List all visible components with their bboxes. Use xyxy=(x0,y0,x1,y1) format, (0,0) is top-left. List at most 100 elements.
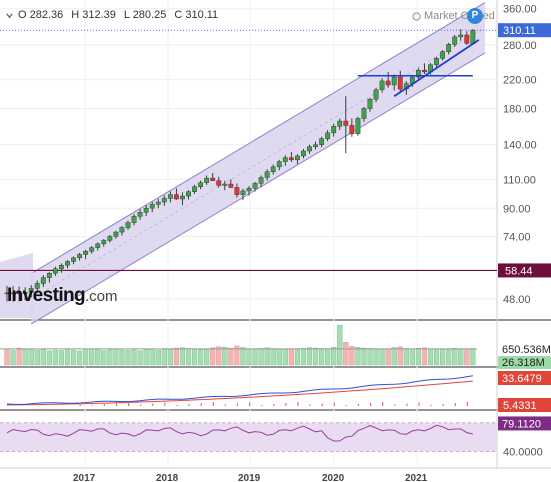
volume-bar-41 xyxy=(252,348,258,366)
tradingview-logo-icon[interactable]: P xyxy=(467,8,483,24)
candle-body-16 xyxy=(101,240,107,245)
macd-hist-16 xyxy=(103,404,105,406)
rsi-line xyxy=(6,424,473,442)
channel-mid-line xyxy=(31,27,486,300)
macd-hist-66 xyxy=(406,403,408,406)
volume-bar-16 xyxy=(101,350,107,366)
volume-bar-38 xyxy=(234,345,240,366)
macd-hist-14 xyxy=(91,405,93,406)
macd-hist-22 xyxy=(140,404,142,406)
candle-body-4 xyxy=(28,288,34,293)
candle-body-2 xyxy=(16,292,22,295)
channel-lower-line xyxy=(30,52,486,325)
candle-body-58 xyxy=(355,118,361,134)
rsi-band xyxy=(0,422,497,452)
year-label-3: 2020 xyxy=(322,473,345,482)
macd-hist-24 xyxy=(152,403,154,406)
macd-hist-72 xyxy=(442,404,444,406)
volume-bar-46 xyxy=(282,349,288,366)
volume-bar-23 xyxy=(143,349,149,366)
volume-bar-39 xyxy=(240,347,246,366)
volume-bar-77 xyxy=(470,348,476,366)
rsi-badge-label: 79.1120 xyxy=(502,418,541,430)
macd-hist-74 xyxy=(454,403,456,406)
candle-body-33 xyxy=(204,177,210,183)
candle-body-36 xyxy=(222,183,228,186)
candle-body-46 xyxy=(282,157,288,162)
macd-hist-76 xyxy=(466,402,468,406)
volume-bar-60 xyxy=(367,348,373,366)
price-badge xyxy=(498,23,551,38)
candle-body-47 xyxy=(288,157,294,161)
volume-bar-47 xyxy=(288,348,294,366)
previous-channel xyxy=(0,252,33,318)
macd-hist-20 xyxy=(128,402,130,406)
candle-body-40 xyxy=(246,187,252,192)
macd-hist-56 xyxy=(345,405,347,406)
candle-body-63 xyxy=(385,80,391,86)
candle-body-55 xyxy=(337,120,343,127)
volume-bar-63 xyxy=(385,348,391,366)
candle-body-22 xyxy=(137,212,143,217)
candle-body-30 xyxy=(186,191,191,197)
candle-body-37 xyxy=(228,183,234,188)
candle-body-39 xyxy=(240,190,246,195)
year-label-1: 2018 xyxy=(156,473,179,482)
year-label-2: 2019 xyxy=(238,473,261,482)
volume-bar-66 xyxy=(403,348,409,366)
macd-hist-60 xyxy=(370,403,372,406)
year-label-0: 2017 xyxy=(73,473,96,482)
macd-label: 33.6479 xyxy=(502,373,542,385)
volume-badge xyxy=(498,356,551,369)
volume-bar-76 xyxy=(464,349,470,366)
candle-body-10 xyxy=(65,261,70,266)
volume-bar-17 xyxy=(107,349,113,366)
candle-body-75 xyxy=(458,34,464,38)
brand-suffix: .com xyxy=(85,288,118,305)
volume-badge-bg xyxy=(498,342,551,356)
volume-bar-58 xyxy=(355,347,361,366)
candle-body-15 xyxy=(95,243,101,248)
volume-bar-54 xyxy=(331,346,337,366)
volume-bar-42 xyxy=(258,348,264,366)
high-value: H 312.39 xyxy=(71,9,116,21)
volume-bar-7 xyxy=(46,350,52,366)
volume-bar-53 xyxy=(325,348,331,366)
collapse-chevron-icon[interactable] xyxy=(5,11,14,20)
candle-body-62 xyxy=(379,80,385,90)
volume-bar-49 xyxy=(300,348,307,366)
price-badge-label: 310.11 xyxy=(503,25,536,37)
macd-hist-18 xyxy=(115,403,118,406)
volume-bar-73 xyxy=(446,348,452,366)
volume-bar-44 xyxy=(270,348,276,366)
candle-body-8 xyxy=(53,268,58,274)
candle-body-73 xyxy=(446,44,452,52)
candle-body-57 xyxy=(349,125,355,134)
candle-body-38 xyxy=(234,187,240,195)
macd-hist-26 xyxy=(164,402,166,406)
volume-bar-74 xyxy=(452,348,458,366)
candle-body-68 xyxy=(416,69,421,78)
volume-bar-51 xyxy=(312,347,319,366)
macd-hist-48 xyxy=(297,402,299,406)
volume-bar-55 xyxy=(337,324,343,366)
investing-watermark: Investing.com xyxy=(7,285,118,307)
candle-body-72 xyxy=(440,51,445,59)
volume-bar-11 xyxy=(70,349,77,366)
candle-body-49 xyxy=(301,150,306,157)
volume-bar-20 xyxy=(125,350,131,366)
candle-body-61 xyxy=(373,89,379,100)
macd-hist-70 xyxy=(430,405,432,406)
candle-body-48 xyxy=(295,155,300,161)
volume-bar-65 xyxy=(397,346,403,366)
candle-body-27 xyxy=(167,194,173,199)
price-tick-label-1: 280.00 xyxy=(503,40,537,52)
candle-body-44 xyxy=(270,166,276,172)
volume-bar-43 xyxy=(264,347,270,366)
candle-body-51 xyxy=(313,144,318,147)
volume-bar-36 xyxy=(222,346,228,366)
channel-upper-line xyxy=(30,2,486,275)
candle-body-1 xyxy=(10,292,16,295)
volume-bar-4 xyxy=(28,348,34,366)
